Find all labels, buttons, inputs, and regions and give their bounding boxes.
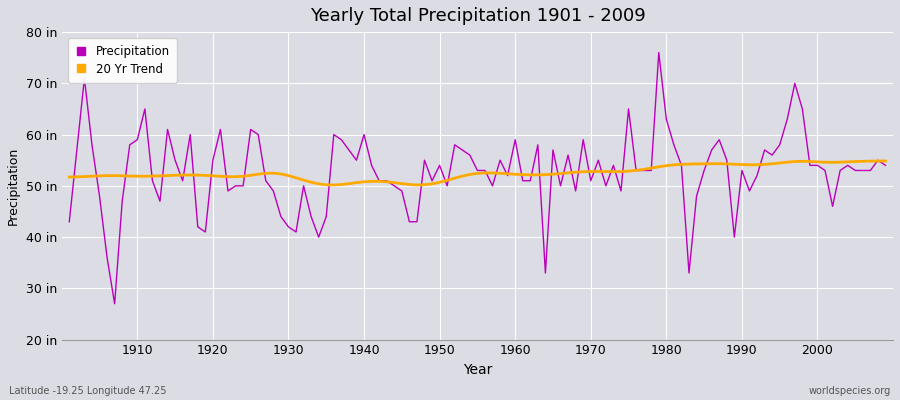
Precipitation [509, 137, 520, 142]
Legend: Precipitation, 20 Yr Trend: Precipitation, 20 Yr Trend [68, 38, 177, 83]
20 Yr Trend [608, 169, 619, 174]
Line: Precipitation: Precipitation [69, 52, 886, 304]
Y-axis label: Precipitation: Precipitation [7, 147, 20, 225]
Title: Yearly Total Precipitation 1901 - 2009: Yearly Total Precipitation 1901 - 2009 [310, 7, 645, 25]
Precipitation [880, 163, 891, 168]
Precipitation [64, 219, 75, 224]
20 Yr Trend [64, 175, 75, 180]
Precipitation [298, 184, 309, 188]
Precipitation [608, 163, 619, 168]
Precipitation [653, 50, 664, 55]
20 Yr Trend [124, 174, 135, 178]
Text: Latitude -19.25 Longitude 47.25: Latitude -19.25 Longitude 47.25 [9, 386, 166, 396]
Precipitation [344, 148, 355, 152]
Precipitation [132, 137, 143, 142]
20 Yr Trend [518, 172, 528, 177]
20 Yr Trend [509, 172, 520, 177]
20 Yr Trend [291, 175, 302, 180]
Precipitation [109, 301, 120, 306]
20 Yr Trend [344, 181, 355, 186]
20 Yr Trend [880, 158, 891, 163]
20 Yr Trend [328, 183, 339, 188]
Precipitation [518, 178, 528, 183]
X-axis label: Year: Year [463, 363, 492, 377]
Line: 20 Yr Trend: 20 Yr Trend [69, 161, 886, 185]
Text: worldspecies.org: worldspecies.org [809, 386, 891, 396]
